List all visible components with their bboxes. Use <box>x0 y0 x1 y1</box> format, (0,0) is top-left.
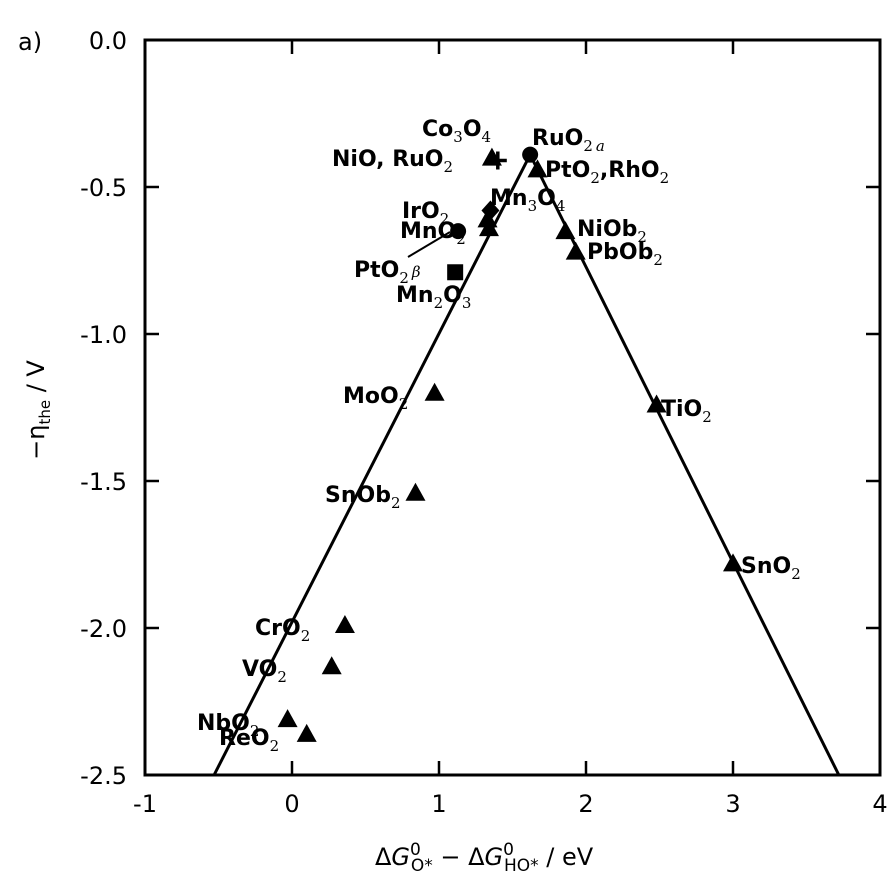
label-pto2-rho2: PtO2,RhO2 <box>545 158 669 187</box>
label-pto2-beta: PtO2 β <box>354 258 421 287</box>
x-tick-label: -1 <box>133 790 157 818</box>
point-ruo2-a <box>522 146 539 163</box>
point-reo2 <box>296 723 317 742</box>
label-vo2: VO2 <box>242 657 287 686</box>
plot-frame <box>143 38 882 777</box>
y-tick-label: 0.0 <box>89 27 127 55</box>
y-axis-label: −ηthe / V <box>22 360 54 460</box>
y-tick-label: -0.5 <box>80 174 127 202</box>
panel-label: a) <box>18 28 42 56</box>
point-tio2 <box>646 394 667 413</box>
label-nio-ruo2: NiO, RuO2 <box>332 147 453 176</box>
label-reo2: ReO2 <box>219 726 279 755</box>
label-moo2: MoO2 <box>343 384 408 413</box>
label-niob2: NiOb2 <box>577 217 647 246</box>
label-pbob2: PbOb2 <box>587 240 663 269</box>
label-snob2: SnOb2 <box>325 483 401 512</box>
point-nio-ruo2 <box>488 151 507 170</box>
data-points <box>277 146 743 742</box>
axis-tick-labels: -1 0 1 2 3 4 0.0 -0.5 -1.0 -1.5 -2.0 -2.5 <box>80 27 887 818</box>
x-tick-label: 2 <box>578 790 593 818</box>
point-snob2 <box>405 482 426 501</box>
label-mn3o4: Mn3O4 <box>490 186 565 215</box>
axis-ticks <box>143 38 882 777</box>
label-sno2: SnO2 <box>741 554 801 583</box>
point-pbob2 <box>565 241 586 260</box>
point-mno2 <box>478 218 499 237</box>
point-mno2-circle <box>450 223 467 240</box>
point-nbo2 <box>277 709 298 728</box>
label-mn2o3: Mn2O3 <box>396 283 471 312</box>
point-annotations: Co3O4 RuO2 a NiO, RuO2 PtO2,RhO2 IrO2 Mn3… <box>197 117 801 755</box>
label-nbo2: NbO2 <box>197 711 259 740</box>
label-tio2: TiO2 <box>661 397 712 426</box>
y-tick-label: -2.5 <box>80 762 127 790</box>
label-iro2: IrO2 <box>402 199 449 228</box>
label-mno2: MnO2 <box>400 219 466 248</box>
x-axis-label: ΔG0 O* − ΔG0 HO* / eV <box>375 840 594 876</box>
volcano-line <box>212 153 532 776</box>
point-iro2 <box>477 209 498 228</box>
y-tick-label: -1.0 <box>80 321 127 349</box>
y-tick-label: -1.5 <box>80 468 127 496</box>
label-cro2: CrO2 <box>255 616 310 645</box>
point-moo2 <box>424 382 445 401</box>
label-ruo2a: RuO2 a <box>532 126 605 155</box>
y-tick-label: -2.0 <box>80 615 127 643</box>
point-cro2 <box>334 615 355 634</box>
x-tick-label: 0 <box>284 790 299 818</box>
x-tick-label: 1 <box>431 790 446 818</box>
x-tick-label: 3 <box>725 790 740 818</box>
point-vo2 <box>321 656 342 675</box>
x-tick-label: 4 <box>872 790 887 818</box>
point-niob2 <box>555 221 576 240</box>
point-pto2-rho2 <box>527 159 548 178</box>
label-co3o4: Co3O4 <box>422 117 491 146</box>
volcano-lines <box>212 153 841 776</box>
pto2-leader-line <box>407 231 451 258</box>
point-pto2 <box>447 264 464 281</box>
point-sno2 <box>723 553 743 572</box>
